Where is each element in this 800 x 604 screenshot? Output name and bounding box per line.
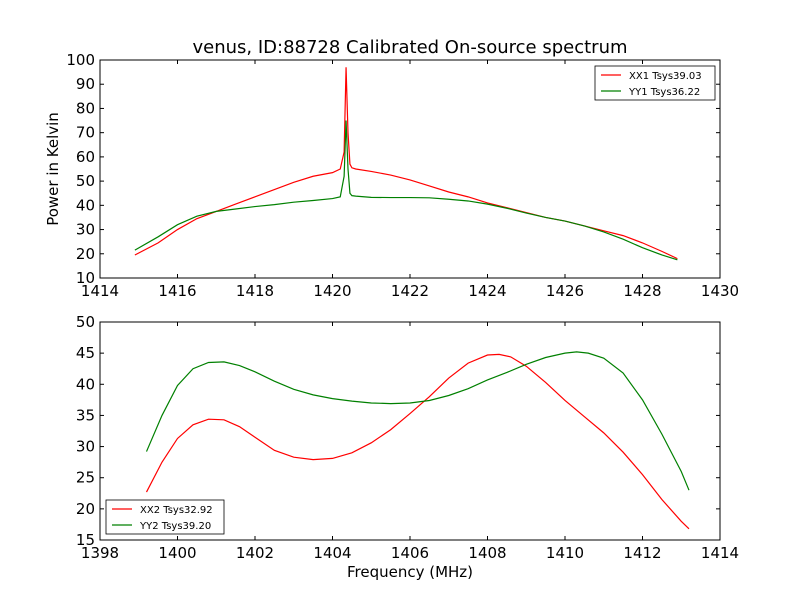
- y-tick-label: 30: [76, 221, 95, 239]
- y-tick-label: 20: [76, 500, 95, 518]
- y-tick-label: 10: [76, 269, 95, 287]
- x-tick-label: 1406: [391, 544, 429, 562]
- x-tick-label: 1412: [623, 544, 661, 562]
- series-line-1-2: [134, 120, 678, 261]
- y-tick-label: 80: [76, 99, 95, 117]
- y-tick-label: 90: [76, 75, 95, 93]
- legend-label: YY1 Tsys36.22: [628, 87, 700, 98]
- y-tick-label: 25: [76, 469, 95, 487]
- x-tick-label: 1410: [546, 544, 584, 562]
- x-tick-label: 1400: [158, 544, 196, 562]
- x-tick-label: 1408: [468, 544, 506, 562]
- y-tick-label: 20: [76, 245, 95, 263]
- legend-label: XX2 Tsys32.92: [140, 505, 213, 516]
- x-tick-label: 1414: [81, 282, 119, 300]
- series-line-2-2: [145, 351, 690, 491]
- legend-2: XX2 Tsys32.92 YY2 Tsys39.20: [105, 499, 225, 535]
- y-tick-label: 30: [76, 438, 95, 456]
- panel-1: 1414 1416 1418 1420 1422 1424 1426 1428 1430 10 20…: [66, 51, 739, 300]
- x-tick-label: 1424: [468, 282, 506, 300]
- x-tick-label: 1416: [158, 282, 196, 300]
- legend-label: YY2 Tsys39.20: [139, 521, 211, 532]
- y-tick-label: 50: [76, 172, 95, 190]
- legend-1: XX1 Tsys39.03 YY1 Tsys36.22: [594, 65, 716, 101]
- y-tick-label: 50: [76, 313, 95, 331]
- x-tick-label: 1418: [236, 282, 274, 300]
- x-tick-label: 1402: [236, 544, 274, 562]
- x-tick-label: 1426: [546, 282, 584, 300]
- chart-title: venus, ID:88728 Calibrated On-source spe…: [192, 37, 627, 58]
- y-tick-label: 15: [76, 531, 95, 549]
- legend-box: [105, 499, 225, 535]
- x-tick-label: 1414: [701, 544, 739, 562]
- y-tick-label: 40: [76, 375, 95, 393]
- y-tick-label: 45: [76, 344, 95, 362]
- y-tick-label: 100: [66, 51, 95, 69]
- legend-label: XX1 Tsys39.03: [629, 71, 702, 82]
- x-tick-label: 1422: [391, 282, 429, 300]
- x-tick-label: 1428: [623, 282, 661, 300]
- legend-box: [594, 65, 716, 101]
- panel-2: 1398 1400 1402 1404 1406 1408 1410 1412 1414 15 20…: [76, 313, 739, 562]
- x-tick-label: 1430: [701, 282, 739, 300]
- series-line-2-1: [145, 353, 690, 530]
- x-tick-label: 1404: [313, 544, 351, 562]
- x-tick-label: 1420: [313, 282, 351, 300]
- y-tick-label: 40: [76, 196, 95, 214]
- bottom-x-axis-label: Frequency (MHz): [347, 563, 473, 581]
- y-tick-label: 35: [76, 406, 95, 424]
- top-y-axis-label: Power in Kelvin: [44, 112, 62, 226]
- x-tick-label: 1398: [81, 544, 119, 562]
- y-tick-label: 70: [76, 124, 95, 142]
- y-tick-label: 60: [76, 148, 95, 166]
